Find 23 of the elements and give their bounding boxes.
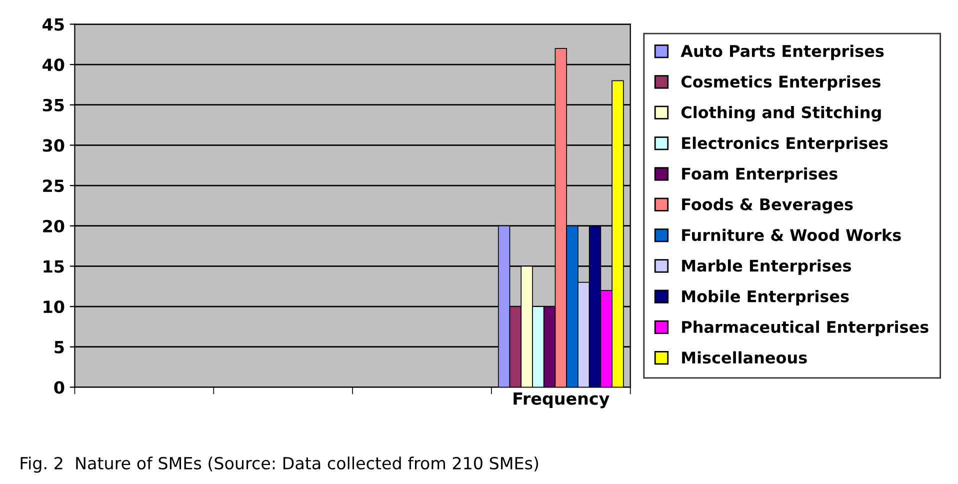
legend-label: Cosmetics Enterprises	[681, 75, 880, 91]
legend-label: Foods & Beverages	[682, 198, 853, 214]
x-tick-label: Frequency	[514, 392, 610, 408]
caption: Fig. 2 Nature of SMEs (Source: Data collected from 210 SMEs)	[20, 456, 538, 473]
y-tick-label: 5	[54, 341, 64, 354]
legend-label: Foam Enterprises	[682, 167, 838, 183]
legend-label: Mobile Enterprises	[682, 290, 849, 306]
y-tick-label: 25	[43, 179, 64, 192]
y-tick-label: 20	[43, 220, 64, 232]
y-tick-label: 40	[42, 58, 64, 72]
legend-label: Miscellaneous	[682, 351, 807, 364]
legend-label: Electronics Enterprises	[682, 136, 888, 152]
legend-label: Auto Parts Enterprises	[680, 44, 884, 60]
y-tick-label: 45	[42, 18, 64, 31]
legend-label: Marble Enterprises	[682, 259, 851, 275]
y-tick-label: 10	[44, 300, 64, 314]
y-tick-label: 0	[54, 381, 64, 394]
legend-label: Furniture & Wood Works	[682, 228, 901, 242]
legend-label: Clothing and Stitching	[681, 106, 881, 122]
y-tick-label: 30	[42, 139, 64, 152]
y-tick-label: 15	[44, 260, 64, 273]
y-tick-label: 35	[42, 98, 64, 112]
legend-label: Pharmaceutical Enterprises	[682, 320, 928, 336]
